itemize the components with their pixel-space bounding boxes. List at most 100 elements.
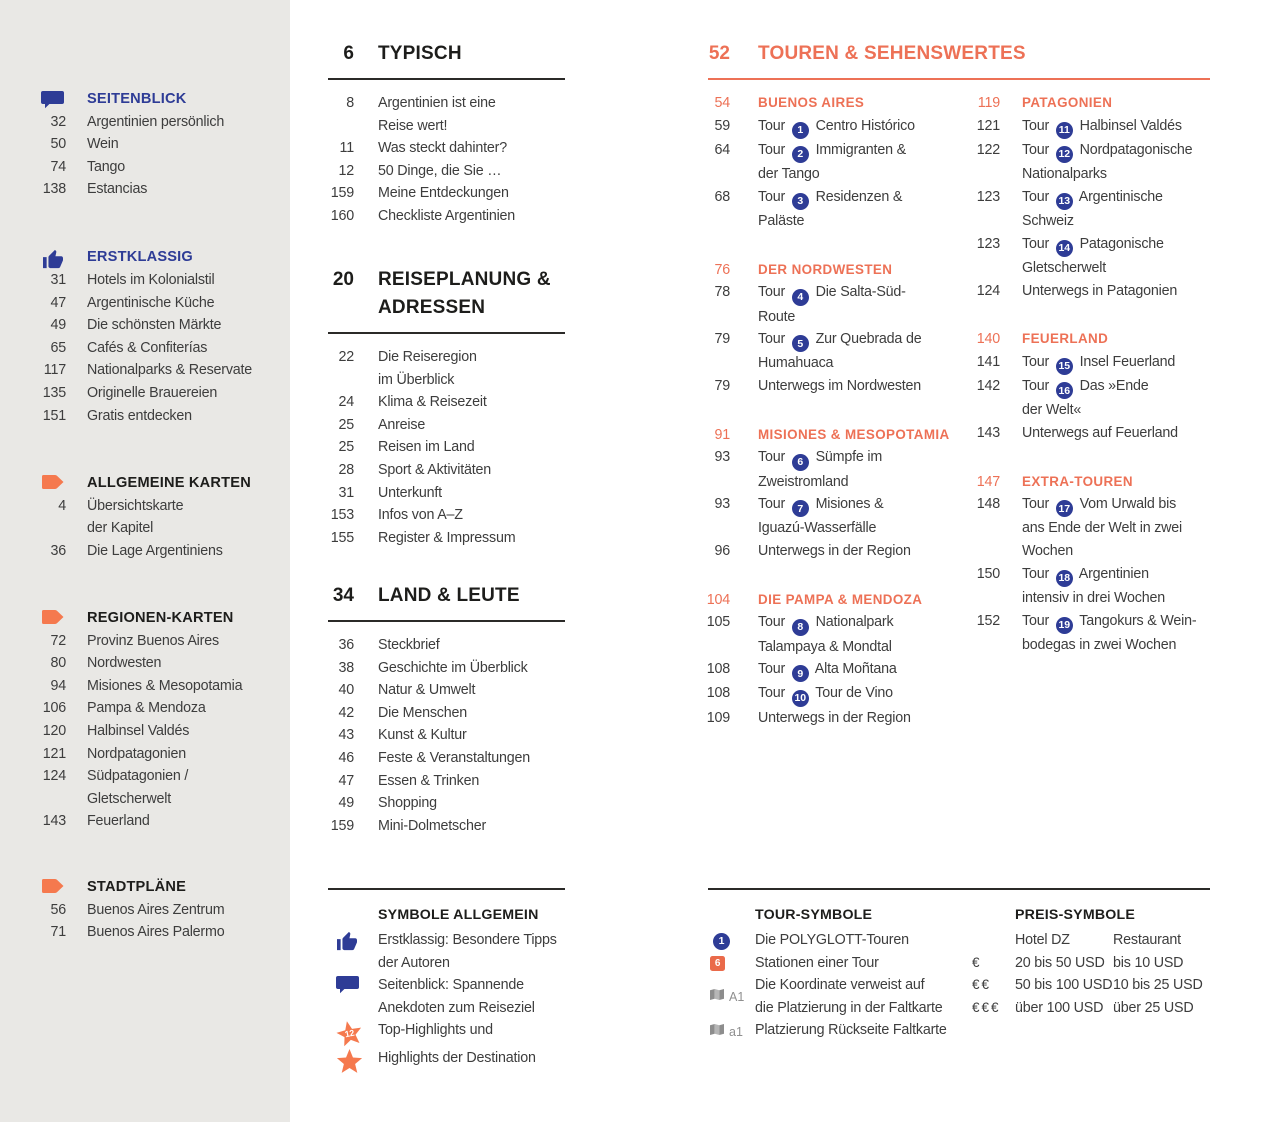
tour-region-section: 91 MISIONES & MESOPOTAMIA 93 Tour 6 Sümpfe … (700, 424, 962, 563)
sidebar-section-header: ALLGEMEINE KARTEN (0, 472, 290, 495)
toc-item-line: Shopping (378, 795, 437, 812)
toc-item: 109 Unterwegs in der Region (700, 707, 962, 730)
tour-number-badge: 15 (1055, 358, 1073, 376)
tour-region-title: PATAGONIEN (1022, 95, 1113, 110)
toc-item-title: Südpatagonien / Gletscherwelt (87, 765, 290, 810)
toc-item-line: Zweistromland (758, 473, 849, 490)
sidebar-section-title: SEITENBLICK (87, 91, 187, 107)
toc-item: 138 Estancias (0, 178, 290, 201)
map-coordinate-label: a1 (729, 1025, 743, 1040)
toc-item-page: 28 (338, 461, 354, 478)
legend-item-line: der Autoren (378, 954, 450, 971)
toc-item-title: Die Menschen (378, 702, 565, 725)
speech-bubble-icon (322, 974, 378, 1019)
toc-item-page: 68 (714, 188, 730, 205)
toc-item-title: Gratis entdecken (87, 405, 290, 428)
price-symbol: €€€ (972, 999, 1001, 1015)
toc-item: 155 Register & Impressum (322, 527, 565, 550)
toc-item-title: Tour 10 Tour de Vino (758, 682, 962, 707)
sidebar-section-allgemeine-karten: ALLGEMEINE KARTEN 4 Übersichtskarte der Kap… (0, 472, 290, 562)
toc-item-title: Tour 13 Argentinische Schweiz (1022, 186, 1210, 233)
toc-item-line: Tour 13 Argentinische (1022, 186, 1210, 211)
toc-item-title: Geschichte im Überblick (378, 657, 565, 680)
chapter-header: 20 REISEPLANUNG & ADRESSEN (322, 266, 565, 322)
toc-item-line: Tour 11 Halbinsel Valdés (1022, 115, 1210, 139)
toc-item-page: 159 (330, 817, 354, 834)
sidebar-section-header: ERSTKLASSIG (0, 246, 290, 269)
toc-item-page: 36 (50, 542, 66, 559)
sidebar-section-regionen-karten: REGIONEN-KARTEN 72 Provinz Buenos Aires 80 N… (0, 607, 290, 833)
chapter-divider-rule (328, 332, 565, 334)
sidebar-section-header: SEITENBLICK (0, 88, 290, 111)
toc-item-line: der Tango (758, 166, 820, 183)
toc-item-page: 123 (976, 188, 1000, 205)
toc-item: 124 Unterwegs in Patagonien (970, 280, 1210, 303)
toc-item-line: Nationalparks & Reservate (87, 362, 253, 379)
toc-item-page: 79 (714, 378, 730, 395)
toc-item-title: Originelle Brauereien (87, 382, 290, 405)
toc-item-page: 46 (338, 749, 354, 766)
toc-item-title: Halbinsel Valdés (87, 720, 290, 743)
toc-item: 121 Tour 11 Halbinsel Valdés (970, 115, 1210, 139)
toc-item-line: Nordpatagonien (87, 745, 186, 762)
toc-item-line: Route (758, 308, 796, 325)
toc-item-line: Was steckt dahinter? (378, 140, 507, 157)
toc-item-line: Tour 18 Argentinien (1022, 563, 1210, 587)
toc-item-title: Tour 14 Patagonische Gletscherwelt (1022, 233, 1210, 280)
tour-number-badge: 9 (791, 665, 809, 683)
tour-region-title: FEUERLAND (1022, 331, 1109, 347)
station-square-badge: 6 (710, 956, 725, 972)
toc-item-line: Provinz Buenos Aires (87, 632, 219, 649)
legend-tour-items: 1 Die POLYGLOTT-Touren 6 Stationen einer To… (708, 929, 960, 1044)
toc-item-line: Iguazú-Wasserfälle (758, 520, 877, 537)
toc-item-line: Essen & Trinken (378, 772, 480, 789)
price-hotel-value: über 100 USD (1015, 999, 1104, 1016)
tour-region-page-number: 104 (706, 591, 730, 608)
toc-item-line: der Kapitel (87, 520, 154, 537)
legend-item-line: die Platzierung in der Faltkarte (755, 999, 943, 1016)
legend-item: Seitenblick: Spannende Anekdoten zum Reis… (322, 974, 565, 1019)
tour-region-header: 147 EXTRA-TOUREN (970, 471, 1210, 494)
toc-item-title: Unterkunft (378, 482, 565, 505)
toc-item-line: Talampaya & Mondtal (758, 638, 892, 655)
toc-item: 71 Buenos Aires Palermo (0, 921, 290, 944)
tours-header-row: 52 TOUREN & SEHENSWERTES (700, 40, 1210, 68)
toc-item-line: Unterwegs in der Region (758, 709, 911, 726)
tour-region-section: 104 DIE PAMPA & MENDOZA 105 Tour 8 National… (700, 589, 962, 730)
legend-item-text: Die Koordinate verweist auf die Platzieru… (755, 974, 960, 1019)
thumbs-up-icon (0, 246, 66, 269)
toc-item-title: Die Reiseregion im Überblick (378, 346, 565, 391)
toc-item: 47 Argentinische Küche (0, 292, 290, 315)
toc-item: 108 Tour 10 Tour de Vino (700, 682, 962, 707)
toc-item: 49 Shopping (322, 792, 565, 815)
toc-item-title: Essen & Trinken (378, 770, 565, 793)
tour-region-header: 54 BUENOS AIRES (700, 92, 962, 115)
toc-item-page: 124 (976, 282, 1000, 299)
toc-item-title: Unterwegs im Nordwesten (758, 375, 962, 398)
toc-item-page: 141 (976, 353, 1000, 370)
toc-item-page: 135 (42, 384, 66, 401)
toc-item-title: Shopping (378, 792, 565, 815)
tour-region-page-number: 119 (977, 95, 1000, 111)
toc-item-line: Die Reiseregion (378, 349, 477, 365)
toc-item-page: 32 (50, 113, 66, 130)
toc-item-page: 42 (338, 704, 354, 721)
toc-item-page: 122 (976, 141, 1000, 158)
toc-item-page: 38 (338, 659, 354, 676)
toc-item-page: 71 (50, 924, 66, 941)
toc-item-title: Die Lage Argentiniens (87, 540, 290, 563)
toc-item-page: 43 (338, 727, 354, 744)
toc-item-line: Halbinsel Valdés (87, 722, 190, 739)
toc-item-page: 108 (706, 661, 730, 678)
tour-number-badge: 7 (791, 500, 809, 518)
price-symbol: € (972, 954, 982, 970)
toc-item-line: Reise wert! (378, 117, 448, 134)
toc-item-line: Wochen (1022, 543, 1073, 560)
toc-item-line: Tour 14 Patagonische (1022, 233, 1210, 257)
toc-item: 64 Tour 2 Immigranten & der Tango (700, 139, 962, 186)
toc-item-title: Klima & Reisezeit (378, 391, 565, 414)
chapter-typisch: 6 TYPISCH 8 Argentinien ist eine Reise wert!… (322, 40, 565, 228)
toc-item-title: Infos von A–Z (378, 504, 565, 527)
chapter-header: 6 TYPISCH (322, 40, 565, 68)
toc-item-page: 152 (976, 612, 1000, 629)
